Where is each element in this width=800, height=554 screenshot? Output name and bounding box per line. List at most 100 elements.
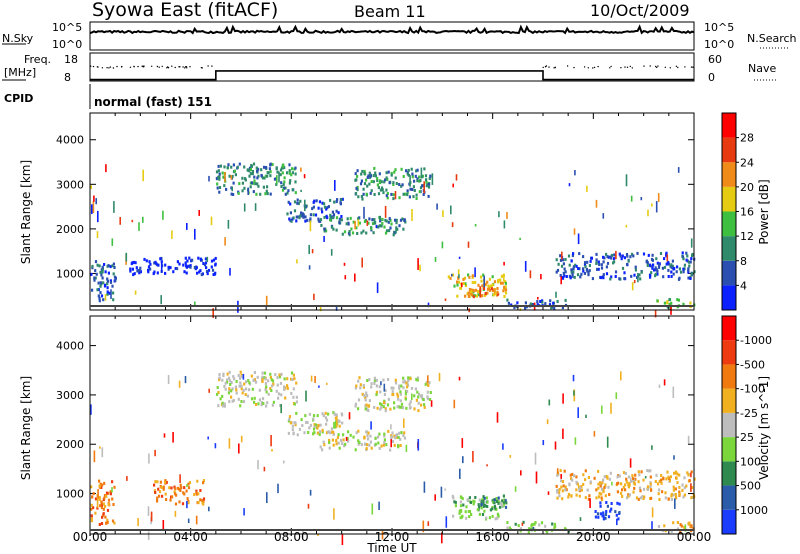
data-cell — [178, 380, 181, 388]
data-cell — [630, 195, 633, 202]
data-cell — [368, 378, 371, 382]
data-cell — [504, 288, 508, 292]
data-cell — [582, 255, 585, 259]
data-cell — [218, 186, 222, 189]
data-cell — [633, 482, 636, 486]
data-cell — [593, 476, 596, 480]
data-cell — [283, 180, 286, 184]
data-cell — [499, 278, 502, 282]
data-cell — [97, 210, 99, 223]
data-cell — [346, 437, 349, 440]
data-cell — [98, 296, 101, 300]
data-cell — [585, 267, 588, 271]
data-cell — [372, 174, 375, 178]
data-cell — [392, 197, 395, 201]
colorbar-swatch — [722, 461, 736, 486]
data-cell — [610, 256, 613, 260]
data-cell — [370, 180, 373, 183]
data-cell — [642, 487, 646, 491]
data-cell — [291, 171, 294, 175]
data-cell — [100, 506, 103, 510]
data-cell — [280, 393, 283, 397]
data-cell — [377, 441, 380, 445]
data-cell — [162, 210, 164, 220]
data-cell — [674, 487, 677, 491]
data-cell — [597, 486, 600, 490]
data-cell — [687, 473, 690, 477]
data-cell — [366, 437, 370, 441]
data-cell — [504, 499, 507, 503]
data-cell — [456, 283, 459, 287]
data-cell — [376, 176, 379, 180]
data-cell — [93, 276, 96, 280]
data-cell — [425, 180, 428, 184]
data-cell — [98, 484, 101, 488]
data-cell — [252, 378, 255, 382]
data-cell — [114, 279, 117, 283]
data-cell — [355, 186, 358, 190]
data-cell — [671, 259, 674, 263]
data-cell — [646, 264, 649, 267]
data-cell — [467, 498, 470, 502]
data-cell — [441, 532, 443, 544]
data-cell — [607, 255, 610, 259]
data-cell — [284, 192, 287, 196]
data-cell — [336, 198, 339, 202]
data-cell — [564, 270, 567, 274]
nave-dot — [141, 65, 143, 67]
data-cell — [343, 262, 346, 266]
data-cell — [101, 503, 104, 507]
data-cell — [301, 214, 304, 218]
data-cell — [230, 395, 233, 399]
data-cell — [424, 382, 427, 386]
data-cell — [303, 174, 306, 179]
data-cell — [422, 520, 425, 533]
data-cell — [359, 386, 362, 390]
data-cell — [488, 277, 491, 281]
data-cell — [258, 388, 261, 392]
data-cell — [330, 249, 333, 256]
data-cell — [483, 496, 486, 500]
data-cell — [276, 383, 279, 387]
data-cell — [524, 301, 527, 305]
data-cell — [563, 469, 566, 473]
data-cell — [251, 172, 254, 176]
data-cell — [383, 438, 386, 442]
data-cell — [360, 443, 363, 447]
data-cell — [670, 301, 673, 305]
data-cell — [390, 439, 392, 448]
data-cell — [667, 268, 670, 272]
data-cell — [662, 476, 665, 480]
data-cell — [651, 445, 653, 450]
data-cell — [371, 222, 375, 226]
data-cell — [491, 514, 494, 518]
data-cell — [646, 469, 649, 472]
data-cell — [320, 207, 323, 211]
data-cell — [107, 503, 110, 506]
data-cell — [387, 378, 390, 381]
data-cell — [614, 275, 617, 278]
data-cell — [217, 391, 220, 394]
data-cell — [111, 519, 115, 523]
data-cell — [223, 402, 226, 406]
data-cell — [210, 265, 213, 269]
data-cell — [247, 187, 249, 196]
data-cell — [427, 384, 430, 387]
data-cell — [181, 502, 185, 506]
data-cell — [334, 416, 337, 420]
colorbar-swatch — [722, 186, 736, 212]
data-cell — [266, 192, 269, 196]
data-cell — [458, 376, 461, 381]
data-cell — [453, 500, 456, 504]
data-cell — [375, 224, 378, 229]
data-cell — [226, 166, 229, 170]
data-cell — [107, 498, 111, 502]
data-cell — [459, 500, 462, 504]
data-cell — [556, 496, 559, 500]
data-cell — [624, 488, 627, 492]
colorbar-tick-label: 100 — [740, 455, 761, 468]
data-cell — [327, 412, 330, 416]
data-cell — [484, 282, 487, 286]
data-cell — [202, 479, 205, 483]
data-cell — [390, 192, 393, 196]
